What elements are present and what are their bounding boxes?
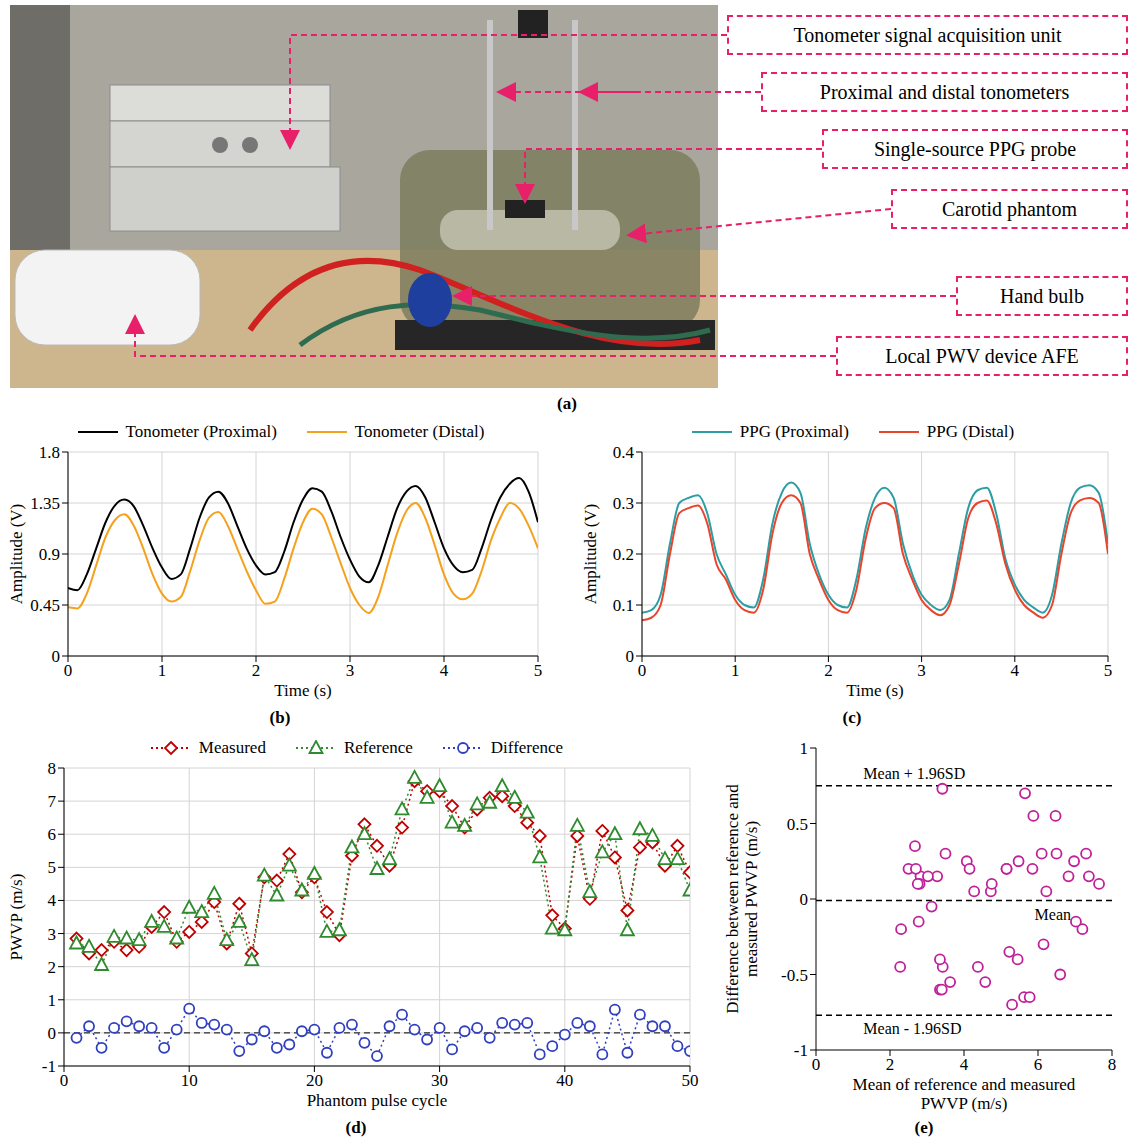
html-text:PPG (Distal): PPG (Distal) — [926, 422, 1015, 441]
svg-text:5: 5 — [1104, 661, 1113, 680]
svg-text:0: 0 — [812, 1055, 821, 1074]
svg-text:Time (s): Time (s) — [846, 681, 903, 700]
svg-text:Phantom pulse cycle: Phantom pulse cycle — [307, 1091, 448, 1110]
svg-text:50: 50 — [682, 1071, 699, 1090]
svg-text:1: 1 — [731, 661, 740, 680]
svg-text:0.3: 0.3 — [613, 494, 634, 513]
svg-text:Amplitude (V): Amplitude (V) — [581, 504, 600, 605]
svg-text:5: 5 — [534, 661, 543, 680]
html-text:Difference: Difference — [490, 738, 564, 757]
html-text:PPG (Proximal): PPG (Proximal) — [739, 422, 849, 441]
svg-text:4: 4 — [1011, 661, 1020, 680]
html-text:(b): (b) — [269, 708, 291, 727]
svg-text:10: 10 — [181, 1071, 198, 1090]
svg-text:0: 0 — [48, 1024, 57, 1043]
svg-text:3: 3 — [917, 661, 926, 680]
svg-text:2: 2 — [886, 1055, 895, 1074]
html-text:(d): (d) — [345, 1118, 367, 1137]
svg-text:0: 0 — [626, 647, 635, 666]
svg-text:Time (s): Time (s) — [274, 681, 331, 700]
svg-text:-1: -1 — [42, 1057, 56, 1076]
svg-text:2: 2 — [48, 958, 57, 977]
html-text:(a): (a) — [557, 394, 577, 413]
svg-text:2: 2 — [824, 661, 833, 680]
html-text:Carotid phantom: Carotid phantom — [942, 197, 1077, 220]
html-text:(e): (e) — [914, 1118, 934, 1137]
svg-text:6: 6 — [1034, 1055, 1043, 1074]
svg-text:3: 3 — [48, 925, 57, 944]
svg-text:0.45: 0.45 — [30, 596, 60, 615]
svg-text:4: 4 — [48, 891, 57, 910]
svg-text:5: 5 — [48, 858, 57, 877]
svg-text:4: 4 — [960, 1055, 969, 1074]
svg-text:0: 0 — [52, 647, 61, 666]
svg-text:0: 0 — [800, 890, 809, 909]
svg-text:0.2: 0.2 — [613, 545, 634, 564]
html-text:Local PWV device AFE: Local PWV device AFE — [885, 344, 1079, 367]
svg-text:0: 0 — [64, 661, 73, 680]
svg-text:0.5: 0.5 — [787, 815, 808, 834]
html-text:Proximal and distal tonometers: Proximal and distal tonometers — [819, 80, 1070, 103]
html-text:Tonometer (Distal): Tonometer (Distal) — [354, 422, 485, 441]
svg-text:7: 7 — [48, 792, 57, 811]
svg-text:Difference between reference a: Difference between reference and — [723, 784, 742, 1014]
html-text:Hand bulb: Hand bulb — [1000, 284, 1084, 307]
html-text:Tonometer (Proximal): Tonometer (Proximal) — [125, 422, 277, 441]
svg-text:Mean + 1.96SD: Mean + 1.96SD — [863, 765, 965, 782]
svg-text:-0.5: -0.5 — [781, 966, 808, 985]
svg-text:1: 1 — [48, 991, 57, 1010]
svg-text:0: 0 — [638, 661, 647, 680]
svg-text:2: 2 — [252, 661, 261, 680]
svg-text:1.35: 1.35 — [30, 494, 60, 513]
svg-text:measured PWVP (m/s): measured PWVP (m/s) — [742, 821, 761, 977]
svg-text:-1: -1 — [794, 1041, 808, 1060]
svg-text:0.1: 0.1 — [613, 596, 634, 615]
svg-text:8: 8 — [1108, 1055, 1117, 1074]
html-text:Reference: Reference — [343, 738, 413, 757]
svg-text:40: 40 — [556, 1071, 573, 1090]
svg-text:0.9: 0.9 — [39, 545, 60, 564]
svg-text:1.8: 1.8 — [39, 444, 60, 462]
svg-text:1: 1 — [158, 661, 167, 680]
svg-text:20: 20 — [306, 1071, 323, 1090]
html-text:Tonometer signal acquisition u: Tonometer signal acquisition unit — [793, 23, 1062, 46]
svg-text:0.4: 0.4 — [613, 444, 635, 462]
svg-text:Mean of reference and measured: Mean of reference and measuredPWVP (m/s) — [853, 1075, 1076, 1113]
svg-text:6: 6 — [48, 825, 57, 844]
svg-text:Mean: Mean — [1035, 906, 1071, 923]
html-text:Single-source PPG probe: Single-source PPG probe — [873, 137, 1077, 160]
svg-text:1: 1 — [800, 739, 809, 758]
svg-text:30: 30 — [431, 1071, 448, 1090]
svg-text:PWVP (m/s): PWVP (m/s) — [7, 874, 26, 961]
html-text:(c): (c) — [842, 708, 862, 727]
svg-text:8: 8 — [48, 760, 57, 778]
svg-text:3: 3 — [346, 661, 355, 680]
html-text:Measured: Measured — [198, 738, 266, 757]
svg-text:4: 4 — [440, 661, 449, 680]
svg-text:Mean - 1.96SD: Mean - 1.96SD — [863, 1020, 961, 1037]
svg-text:Amplitude (V): Amplitude (V) — [7, 504, 26, 605]
svg-text:0: 0 — [60, 1071, 69, 1090]
